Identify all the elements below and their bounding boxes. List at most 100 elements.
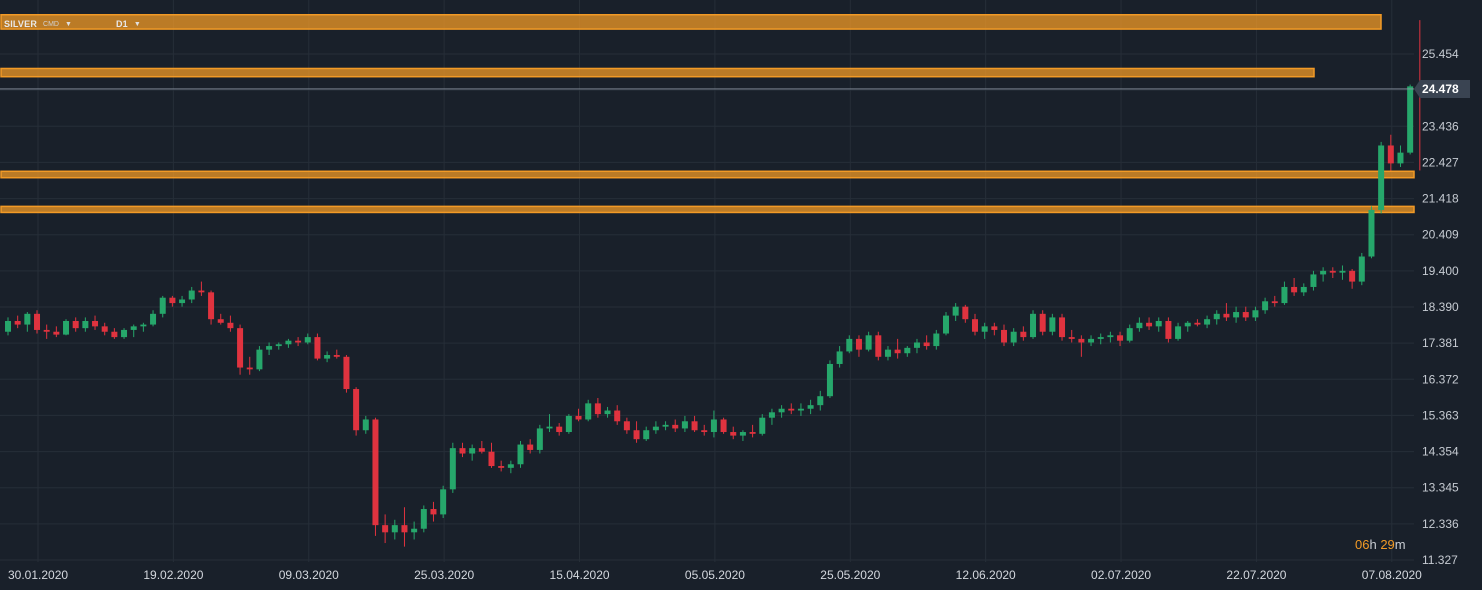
candle-body [1097,337,1104,339]
candle-body [1184,322,1191,327]
candle-body [246,367,253,370]
candle-body [1387,145,1394,164]
candle-body [92,320,99,327]
candle-body [759,417,766,434]
candle-body [904,347,911,354]
candle-timer: 06h 29m [1355,537,1406,552]
x-tick-label: 19.02.2020 [143,568,203,582]
candle-body [1407,86,1414,153]
candle-body [34,313,41,330]
candle-body [884,349,891,357]
symbol-dropdown-icon[interactable]: ▼ [65,20,72,28]
candle-body [150,313,157,325]
candle-body [1078,338,1085,343]
candle-body [1001,329,1008,343]
candle-body [1281,286,1288,304]
x-tick-label: 12.06.2020 [956,568,1016,582]
candle-body [1252,310,1259,318]
timeframe-dropdown-icon[interactable]: ▼ [133,20,141,28]
instrument-type-label: CMD [43,20,59,28]
candle-body [5,320,11,332]
candle-body [169,297,176,304]
candle-body [53,331,60,335]
candle-body [730,432,737,436]
candle-body [1136,322,1143,329]
candle-body [1233,312,1240,318]
chart-toolbar: SILVER CMD ▼ D1 ▼ [4,17,141,31]
candle-body [1223,313,1230,318]
candle-body [275,344,282,347]
candle-body [1059,317,1066,338]
candle-body [913,342,920,348]
candle-body [1291,286,1298,293]
candle-body [894,349,901,354]
candle-body [101,326,108,332]
candle-body [855,338,862,350]
timer-minutes-unit: m [1394,537,1406,552]
candle-body [1020,331,1027,338]
y-tick-label: 16.372 [1422,372,1459,386]
candle-body [991,326,998,330]
candle-body [382,525,389,533]
candle-body [1088,338,1095,343]
candle-body [208,292,215,320]
candle-body [1320,270,1327,275]
candle-body [710,419,717,433]
candle-body [556,426,563,433]
candle-body [594,403,601,415]
candle-body [536,428,543,450]
candle-body [623,421,630,431]
candle-body [778,408,785,413]
y-tick-label: 15.363 [1422,408,1459,422]
candle-body [285,340,292,345]
candle-body [401,525,408,533]
y-tick-label: 18.390 [1422,300,1459,314]
candle-body [72,320,79,329]
candle-body [14,320,21,325]
resistance-zone [0,170,1415,179]
candle-body [130,326,137,330]
candle-body [962,306,969,320]
candle-body [826,363,833,397]
y-tick-label: 12.336 [1422,517,1459,531]
x-tick-label: 05.05.2020 [685,568,745,582]
candle-body [1175,326,1182,339]
candle-body [768,412,775,418]
candle-body [720,419,727,433]
candle-body [933,333,940,347]
candle-body [1300,286,1307,293]
y-tick-label: 25.454 [1422,47,1459,61]
candle-body [111,331,118,338]
x-tick-label: 07.08.2020 [1362,568,1422,582]
candle-body [333,355,340,357]
candle-body [972,319,978,332]
candle-body [217,319,224,323]
candle-body [1349,270,1356,282]
candle-body [942,315,949,334]
candle-body [478,448,485,452]
candle-body [343,356,350,390]
candle-body [1030,313,1037,338]
candle-body [1213,313,1220,320]
candle-body [1010,331,1017,343]
candle-body [1397,152,1404,164]
candle-body [681,421,688,429]
y-tick-label: 20.409 [1422,228,1459,242]
candle-body [643,430,650,440]
candle-body [420,509,427,529]
candle-body [237,328,244,368]
candle-body [256,349,263,370]
candle-body [701,430,708,433]
candle-body [1039,313,1046,332]
timer-hours-unit: h [1369,537,1377,552]
candle-body [807,405,814,409]
y-tick-label: 23.436 [1422,119,1459,133]
symbol-label[interactable]: SILVER [4,19,38,29]
timeframe-label[interactable]: D1 [115,19,128,29]
x-tick-label: 25.05.2020 [820,568,880,582]
candle-body [1368,209,1375,257]
timer-minutes: 29 [1380,537,1395,552]
candle-body [1068,337,1075,339]
candle-body [865,335,872,350]
